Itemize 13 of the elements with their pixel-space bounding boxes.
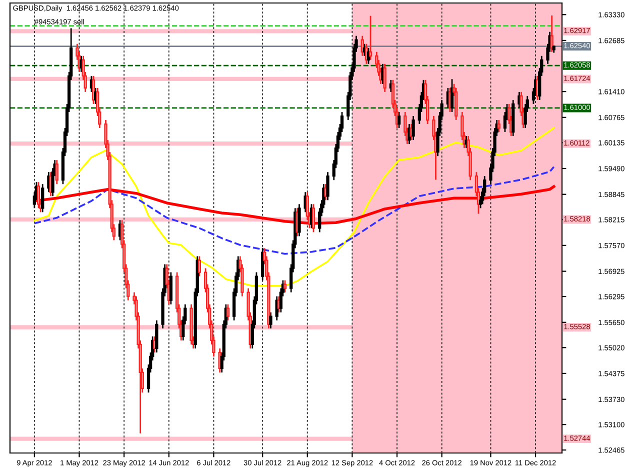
candlestick (397, 111, 401, 129)
candlestick (283, 280, 287, 294)
candlestick (497, 119, 500, 133)
line-series (34, 166, 555, 255)
candlestick (41, 183, 44, 213)
candlestick (36, 181, 40, 209)
candlestick (198, 256, 202, 277)
candlestick (412, 115, 415, 141)
candlestick (312, 203, 316, 233)
candlestick (226, 304, 230, 322)
candlestick (269, 312, 272, 330)
candlestick (368, 15, 372, 61)
candlestick (383, 63, 386, 93)
